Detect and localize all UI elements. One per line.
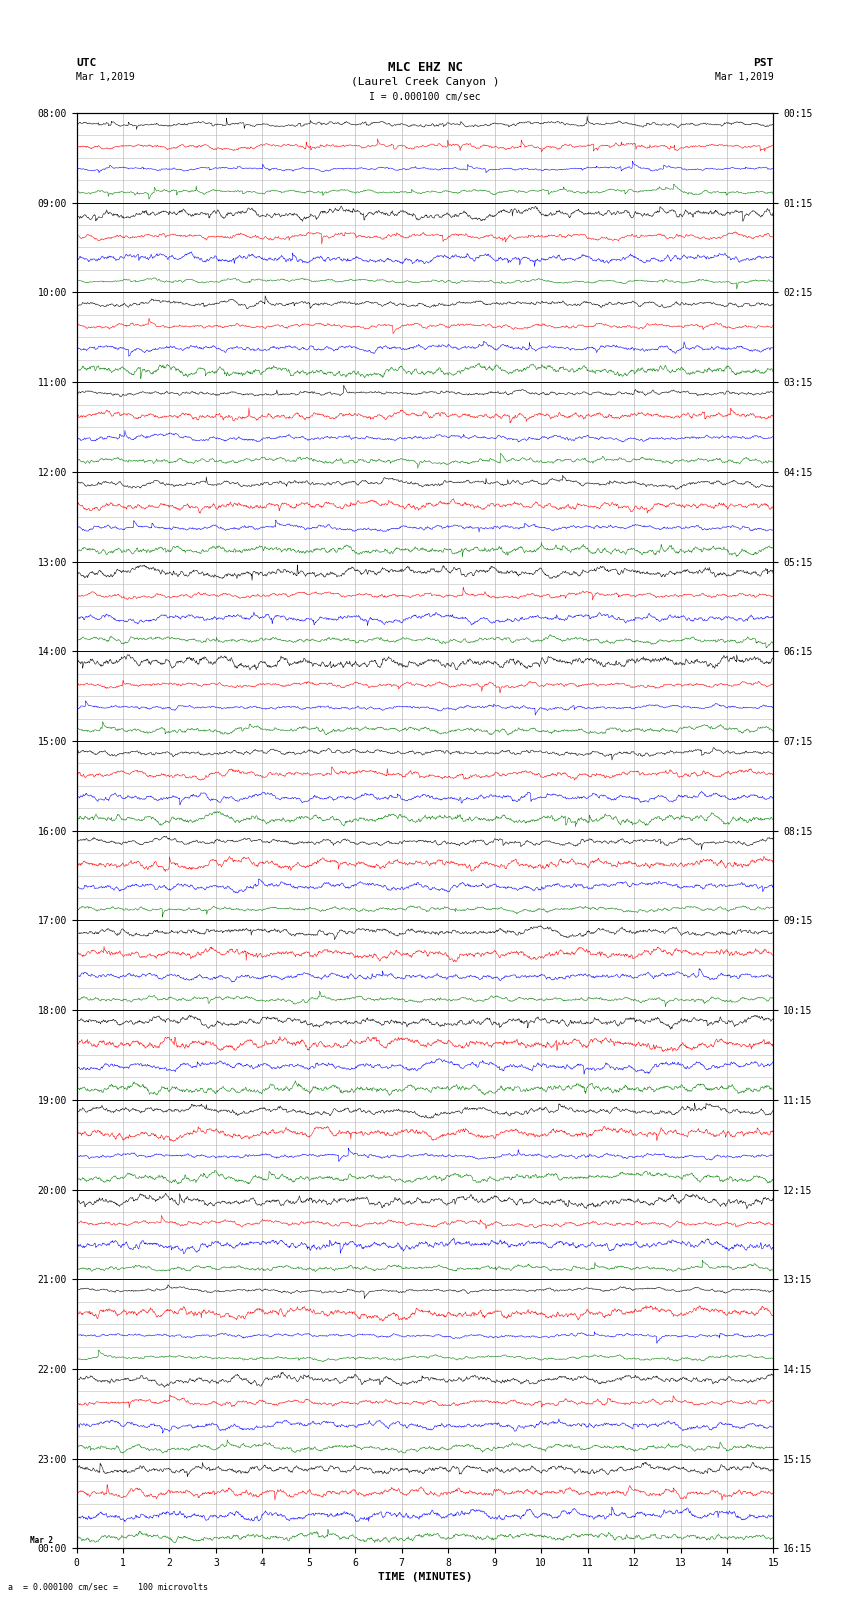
- Text: Mar 1,2019: Mar 1,2019: [76, 73, 135, 82]
- Text: Mar 2: Mar 2: [30, 1536, 54, 1545]
- Text: Mar 1,2019: Mar 1,2019: [715, 73, 774, 82]
- Text: MLC EHZ NC: MLC EHZ NC: [388, 61, 462, 74]
- X-axis label: TIME (MINUTES): TIME (MINUTES): [377, 1573, 473, 1582]
- Text: (Laurel Creek Canyon ): (Laurel Creek Canyon ): [351, 77, 499, 87]
- Text: I = 0.000100 cm/sec: I = 0.000100 cm/sec: [369, 92, 481, 102]
- Text: PST: PST: [753, 58, 774, 68]
- Text: UTC: UTC: [76, 58, 97, 68]
- Text: a  = 0.000100 cm/sec =    100 microvolts: a = 0.000100 cm/sec = 100 microvolts: [8, 1582, 208, 1592]
